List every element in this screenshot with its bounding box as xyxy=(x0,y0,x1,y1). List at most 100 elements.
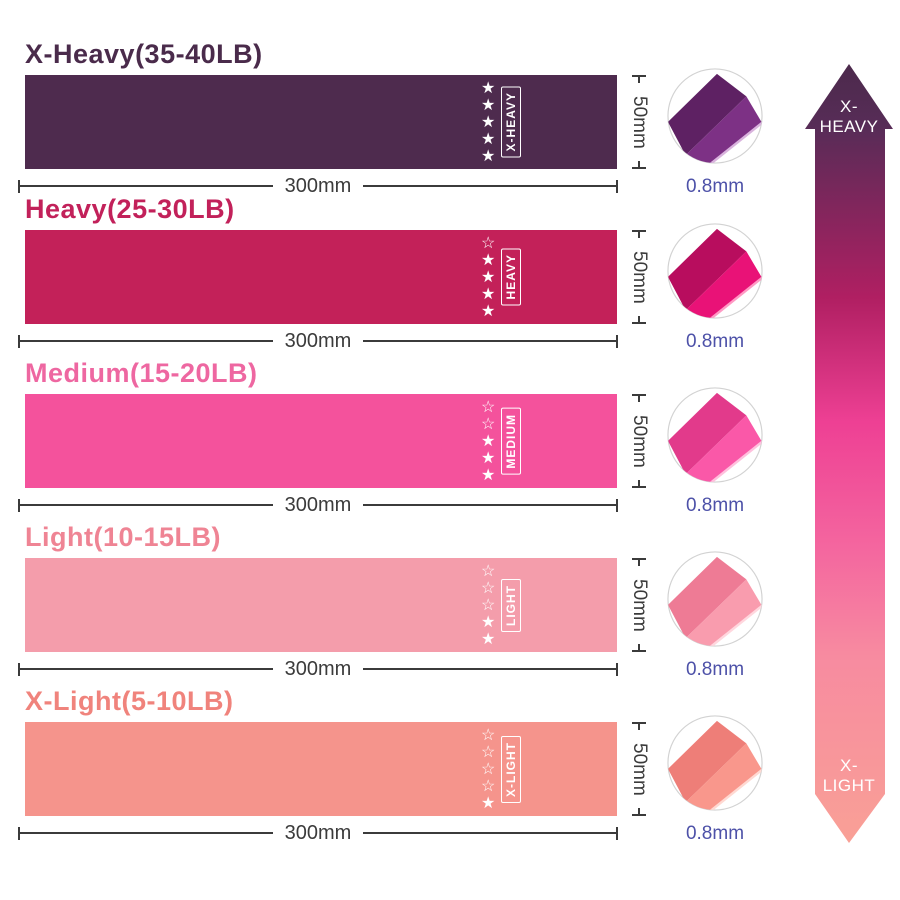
dimension-tick xyxy=(616,662,619,676)
dimension-tick xyxy=(616,179,619,193)
dimension-tick xyxy=(616,826,619,840)
thickness-photo xyxy=(666,67,764,165)
thickness-label: 0.8mm xyxy=(685,331,745,352)
width-dimension: 300mm xyxy=(18,173,619,199)
dimension-tick xyxy=(632,642,646,652)
dimension-tick xyxy=(18,334,20,348)
star-rating: ★ ★ ★ ★ ★ xyxy=(481,79,496,165)
scale-bottom-label: X- LIGHT xyxy=(822,756,876,795)
folded-band-illustration xyxy=(667,228,763,319)
band-row-medium: Medium(15-20LB) ☆ ☆ ★ ★ ★ MEDIUM 300mm 5… xyxy=(0,358,900,527)
band-badge: ☆ ☆ ☆ ☆ ★ X-LIGHT xyxy=(481,722,522,816)
width-dimension: 300mm xyxy=(18,656,619,682)
height-dimension: 50mm xyxy=(628,75,650,169)
dimension-line xyxy=(20,185,273,187)
band-tag-label: X-HEAVY xyxy=(501,86,522,158)
scale-top-label: X- HEAVY xyxy=(819,97,879,136)
gradient-arrow-shape xyxy=(805,64,893,843)
thickness-label: 0.8mm xyxy=(685,176,745,197)
star-rating: ☆ ★ ★ ★ ★ xyxy=(481,234,496,320)
height-label: 50mm xyxy=(629,95,650,149)
height-dimension: 50mm xyxy=(628,558,650,652)
dimension-tick xyxy=(616,334,619,348)
star-rating: ☆ ☆ ★ ★ ★ xyxy=(481,398,496,484)
dimension-tick xyxy=(632,75,646,85)
band-title: X-Light(5-10LB) xyxy=(25,686,234,716)
band-row-heavy: Heavy(25-30LB) ☆ ★ ★ ★ ★ HEAVY 300mm 50m… xyxy=(0,194,900,363)
dimension-tick xyxy=(632,314,646,324)
folded-band-illustration xyxy=(667,720,763,811)
band-swatch: ☆ ☆ ★ ★ ★ MEDIUM xyxy=(25,394,617,488)
folded-band-illustration xyxy=(667,392,763,483)
star-rating: ☆ ☆ ☆ ☆ ★ xyxy=(481,726,496,812)
dimension-tick xyxy=(632,230,646,240)
height-label: 50mm xyxy=(629,414,650,468)
dimension-tick xyxy=(632,558,646,568)
band-title: Heavy(25-30LB) xyxy=(25,194,235,224)
band-title: X-Heavy(35-40LB) xyxy=(25,39,263,69)
dimension-line xyxy=(363,340,617,342)
width-dimension: 300mm xyxy=(18,492,619,518)
band-tag-label: MEDIUM xyxy=(501,407,522,475)
band-swatch: ★ ★ ★ ★ ★ X-HEAVY xyxy=(25,75,617,169)
width-dimension: 300mm xyxy=(18,820,619,846)
dimension-tick xyxy=(18,179,20,193)
thickness-label: 0.8mm xyxy=(685,823,745,844)
dimension-line xyxy=(20,340,273,342)
band-title: Medium(15-20LB) xyxy=(25,358,258,388)
dimension-line xyxy=(363,668,617,670)
dimension-tick xyxy=(616,498,619,512)
width-label: 300mm xyxy=(284,821,352,844)
resistance-scale-arrow: X- HEAVY X- LIGHT xyxy=(805,64,893,843)
height-label: 50mm xyxy=(629,742,650,796)
folded-band-illustration xyxy=(667,73,763,164)
width-dimension: 300mm xyxy=(18,328,619,354)
dimension-tick xyxy=(632,722,646,732)
dimension-tick xyxy=(632,394,646,404)
band-row-x-light: X-Light(5-10LB) ☆ ☆ ☆ ☆ ★ X-LIGHT 300mm … xyxy=(0,686,900,855)
band-title: Light(10-15LB) xyxy=(25,522,221,552)
thickness-label: 0.8mm xyxy=(685,495,745,516)
band-tag-label: LIGHT xyxy=(501,578,522,632)
dimension-line xyxy=(363,832,617,834)
dimension-tick xyxy=(632,478,646,488)
width-label: 300mm xyxy=(284,493,352,516)
band-badge: ☆ ★ ★ ★ ★ HEAVY xyxy=(481,230,522,324)
width-label: 300mm xyxy=(284,329,352,352)
height-label: 50mm xyxy=(629,250,650,304)
band-tag-label: X-LIGHT xyxy=(501,735,522,803)
dimension-tick xyxy=(18,662,20,676)
thickness-photo xyxy=(666,386,764,484)
band-row-x-heavy: X-Heavy(35-40LB) ★ ★ ★ ★ ★ X-HEAVY 300mm… xyxy=(0,39,900,208)
dimension-line xyxy=(363,504,617,506)
height-dimension: 50mm xyxy=(628,722,650,816)
band-tag-label: HEAVY xyxy=(501,248,522,306)
thickness-photo xyxy=(666,222,764,320)
folded-band-illustration xyxy=(667,556,763,647)
dimension-tick xyxy=(18,826,20,840)
dimension-line xyxy=(20,668,273,670)
dimension-line xyxy=(20,504,273,506)
height-dimension: 50mm xyxy=(628,230,650,324)
band-swatch: ☆ ☆ ☆ ☆ ★ X-LIGHT xyxy=(25,722,617,816)
band-badge: ☆ ☆ ★ ★ ★ MEDIUM xyxy=(481,394,522,488)
dimension-tick xyxy=(18,498,20,512)
width-label: 300mm xyxy=(284,657,352,680)
height-label: 50mm xyxy=(629,578,650,632)
height-dimension: 50mm xyxy=(628,394,650,488)
width-label: 300mm xyxy=(284,174,352,197)
band-swatch: ☆ ☆ ☆ ★ ★ LIGHT xyxy=(25,558,617,652)
band-row-light: Light(10-15LB) ☆ ☆ ☆ ★ ★ LIGHT 300mm 50m… xyxy=(0,522,900,691)
thickness-photo xyxy=(666,550,764,648)
band-badge: ☆ ☆ ☆ ★ ★ LIGHT xyxy=(481,558,522,652)
dimension-line xyxy=(363,185,617,187)
thickness-photo xyxy=(666,714,764,812)
band-badge: ★ ★ ★ ★ ★ X-HEAVY xyxy=(481,75,522,169)
dimension-line xyxy=(20,832,273,834)
band-swatch: ☆ ★ ★ ★ ★ HEAVY xyxy=(25,230,617,324)
dimension-tick xyxy=(632,806,646,816)
star-rating: ☆ ☆ ☆ ★ ★ xyxy=(481,562,496,648)
thickness-label: 0.8mm xyxy=(685,659,745,680)
dimension-tick xyxy=(632,159,646,169)
